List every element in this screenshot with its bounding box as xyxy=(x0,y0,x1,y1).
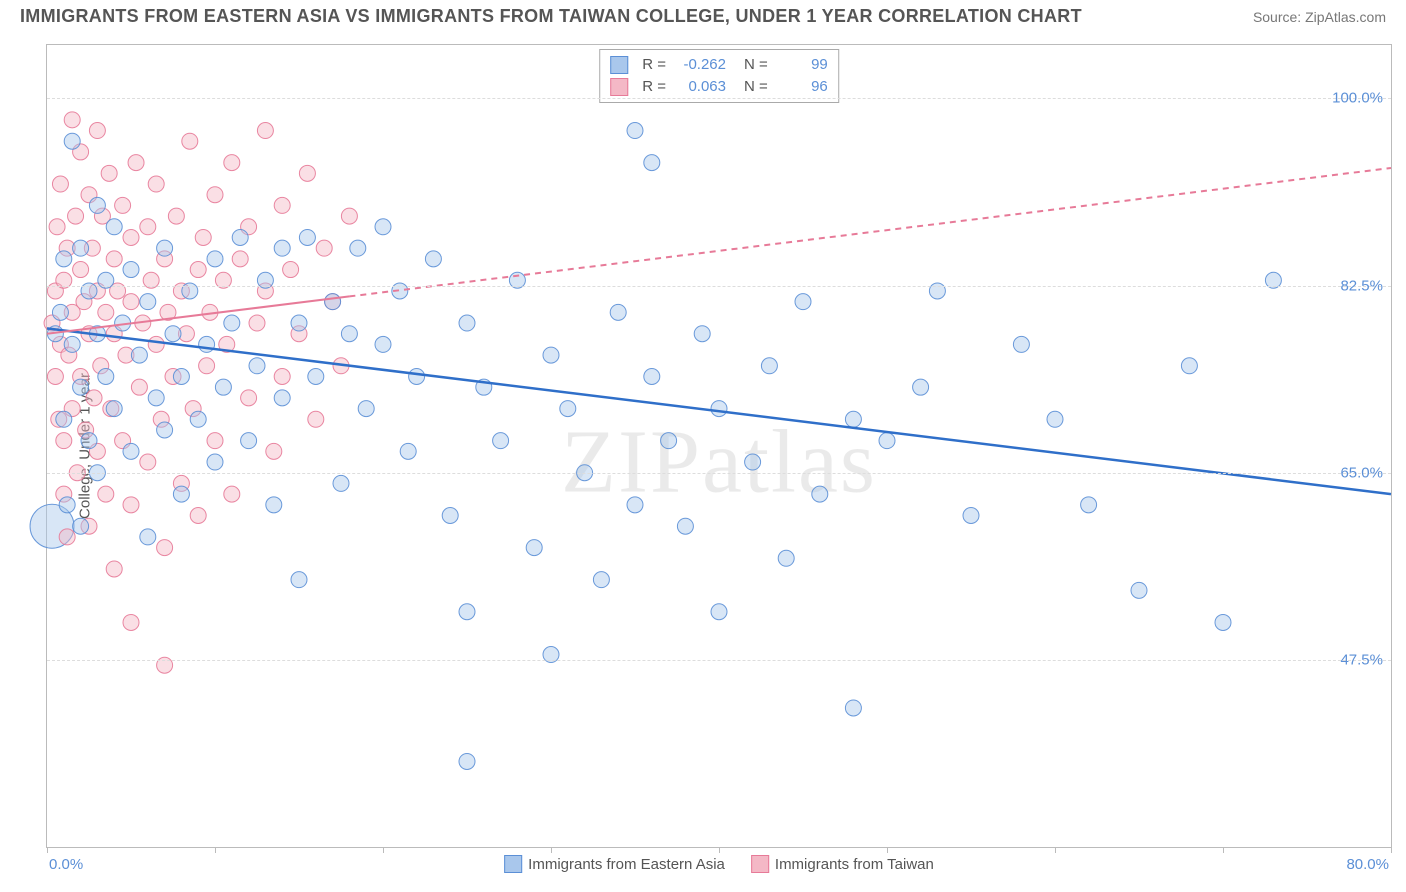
legend-n-value: 99 xyxy=(776,54,828,76)
legend-n-value: 96 xyxy=(776,76,828,98)
legend-item: Immigrants from Taiwan xyxy=(751,855,934,873)
x-axis-max-label: 80.0% xyxy=(1346,856,1389,873)
legend-r-value: -0.262 xyxy=(674,54,726,76)
legend-n-label: N = xyxy=(744,54,768,76)
source-link[interactable]: ZipAtlas.com xyxy=(1305,9,1386,25)
gridline xyxy=(47,286,1391,287)
legend-row: R = -0.262 N = 99 xyxy=(610,54,828,76)
legend-label: Immigrants from Taiwan xyxy=(775,856,934,873)
y-tick-label: 65.0% xyxy=(1340,464,1383,481)
legend-swatch xyxy=(504,855,522,873)
chart-area: ZIPatlas R =-0.262N =99R =0.063N =96 0.0… xyxy=(46,44,1392,848)
legend-swatch xyxy=(751,855,769,873)
gridline xyxy=(47,98,1391,99)
legend-row: R = 0.063 N = 96 xyxy=(610,76,828,98)
chart-title: IMMIGRANTS FROM EASTERN ASIA VS IMMIGRAN… xyxy=(20,6,1082,27)
legend-swatch xyxy=(610,56,628,74)
legend-r-label: R = xyxy=(642,54,666,76)
source-prefix: Source: xyxy=(1253,9,1305,25)
gridline xyxy=(47,473,1391,474)
x-tick xyxy=(1055,847,1056,853)
legend-item: Immigrants from Eastern Asia xyxy=(504,855,725,873)
x-tick xyxy=(1223,847,1224,853)
legend-n-label: N = xyxy=(744,76,768,98)
y-tick-label: 82.5% xyxy=(1340,277,1383,294)
legend-r-value: 0.063 xyxy=(674,76,726,98)
gridline xyxy=(47,660,1391,661)
legend-swatch xyxy=(610,78,628,96)
source-attribution: Source: ZipAtlas.com xyxy=(1253,9,1386,25)
correlation-legend: R = -0.262 N = 99 R = 0.063 N = 96 xyxy=(599,49,839,103)
x-axis-min-label: 0.0% xyxy=(49,856,83,873)
x-tick xyxy=(47,847,48,853)
series-legend: Immigrants from Eastern Asia Immigrants f… xyxy=(504,855,934,873)
legend-label: Immigrants from Eastern Asia xyxy=(528,856,725,873)
x-tick xyxy=(551,847,552,853)
y-tick-label: 100.0% xyxy=(1332,90,1383,107)
y-tick-label: 47.5% xyxy=(1340,651,1383,668)
x-tick xyxy=(719,847,720,853)
x-tick xyxy=(1391,847,1392,853)
x-tick xyxy=(383,847,384,853)
x-tick xyxy=(887,847,888,853)
x-tick xyxy=(215,847,216,853)
scatter-plot-svg xyxy=(47,45,1391,847)
legend-r-label: R = xyxy=(642,76,666,98)
